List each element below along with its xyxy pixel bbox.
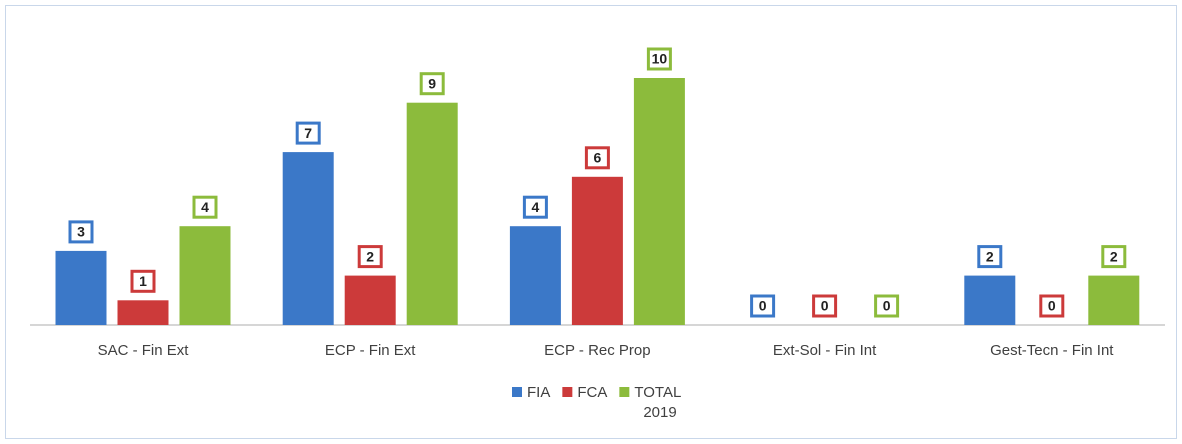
bar [55, 250, 107, 325]
bar [964, 275, 1016, 325]
value-label-box [646, 47, 672, 71]
value-label: 2 [986, 248, 994, 264]
x-tick-label: Gest-Tecn - Fin Int [990, 342, 1114, 359]
value-label: 0 [883, 298, 891, 314]
bar [282, 152, 334, 325]
value-label: 0 [1048, 298, 1056, 314]
value-label: 3 [77, 224, 85, 240]
bar [633, 78, 685, 325]
x-tick-label: ECP - Rec Prop [544, 342, 650, 359]
bar [406, 102, 458, 325]
value-label-box [750, 294, 776, 318]
legend-swatch [562, 387, 573, 397]
value-label: 10 [652, 51, 668, 67]
value-label-box [812, 294, 838, 318]
legend-label: FIA [527, 384, 550, 401]
legend-label: TOTAL [634, 384, 681, 401]
x-tick-label: ECP - Fin Ext [325, 342, 416, 359]
x-tick-label: SAC - Fin Ext [98, 342, 190, 359]
value-label-box [584, 146, 610, 170]
x-tick-label: Ext-Sol - Fin Int [773, 342, 877, 359]
value-label-box [130, 269, 156, 293]
legend-swatch [619, 387, 630, 397]
value-label: 4 [532, 199, 540, 215]
bar [571, 176, 623, 325]
value-label-box [419, 72, 445, 96]
legend-swatch [512, 387, 522, 397]
value-label: 4 [201, 199, 209, 215]
value-label-box [192, 195, 218, 219]
value-label: 2 [1110, 248, 1118, 264]
value-label: 0 [759, 298, 767, 314]
value-label-box [68, 220, 94, 244]
value-label-box [522, 195, 548, 219]
value-label-box [977, 245, 1003, 269]
value-label: 1 [139, 273, 147, 289]
value-label: 9 [428, 75, 436, 91]
value-label: 2 [366, 248, 374, 264]
bar [117, 300, 169, 325]
value-label: 0 [821, 298, 829, 314]
legend-label: FCA [577, 384, 607, 401]
value-label-box [357, 245, 383, 269]
value-label-box [1101, 245, 1127, 269]
value-label: 7 [304, 125, 312, 141]
value-label-box [1039, 294, 1065, 318]
value-label-box [874, 294, 900, 318]
bar [509, 226, 561, 325]
bar [179, 226, 231, 325]
bar [1088, 275, 1140, 325]
bar [344, 275, 396, 325]
value-label: 6 [594, 150, 602, 166]
legend-title: 2019 [643, 404, 676, 421]
value-label-box [295, 121, 321, 145]
